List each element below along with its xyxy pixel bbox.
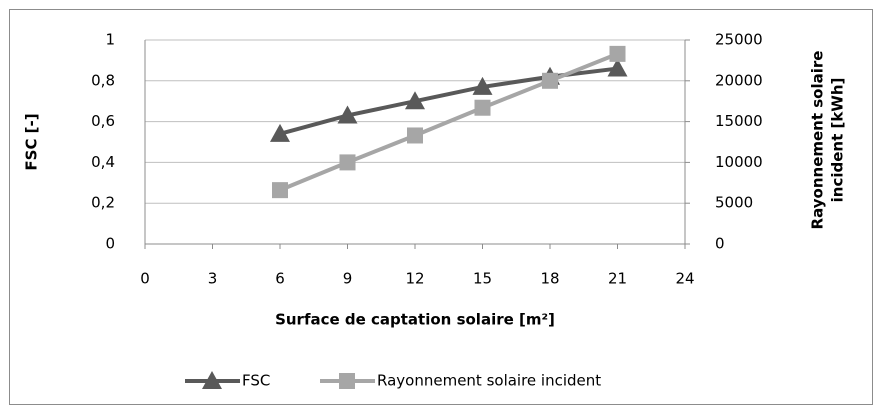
marker: [609, 45, 626, 62]
y2-axis-label: incident [kWh]: [829, 78, 847, 203]
x-tick-label: 18: [540, 270, 559, 288]
y-tick-label: 0,4: [91, 153, 115, 171]
y-tick-label: 0,8: [91, 71, 115, 89]
marker: [202, 371, 222, 389]
x-tick-label: 9: [343, 270, 353, 288]
x-tick-label: 3: [208, 270, 218, 288]
y-tick-label: 1: [105, 31, 115, 49]
marker: [542, 72, 558, 89]
marker: [339, 154, 356, 171]
series-line: [279, 52, 619, 192]
marker: [337, 105, 358, 124]
y2-tick-label: 20000: [715, 71, 763, 89]
y2-axis-label: Rayonnement solaire: [809, 51, 827, 230]
y2-tick-label: 0: [715, 235, 725, 253]
chart-frame: [9, 9, 873, 405]
x-tick-label: 12: [405, 270, 424, 288]
marker: [270, 123, 290, 142]
y2-tick-label: 15000: [715, 112, 763, 130]
marker: [272, 182, 288, 199]
x-axis-label: Surface de captation solaire [m²]: [275, 311, 555, 329]
legend-label: Rayonnement solaire incident: [377, 372, 601, 390]
marker: [474, 99, 491, 116]
x-tick-label: 0: [140, 270, 150, 288]
marker: [607, 58, 628, 77]
x-tick-label: 15: [473, 270, 492, 288]
y2-tick-label: 10000: [715, 153, 763, 171]
x-tick-label: 24: [675, 270, 694, 288]
x-tick-label: 21: [608, 270, 627, 288]
x-tick-label: 6: [275, 270, 285, 288]
marker: [405, 91, 425, 110]
y-tick-label: 0,2: [91, 194, 115, 212]
y-tick-label: 0,6: [91, 112, 115, 130]
y2-tick-label: 25000: [715, 31, 763, 49]
y-tick-label: 0: [105, 235, 115, 253]
marker: [407, 127, 423, 144]
marker: [339, 373, 355, 389]
marker: [472, 76, 493, 95]
legend-label: FSC: [242, 372, 270, 390]
y-axis-label: FSC [-]: [23, 113, 41, 170]
y2-tick-label: 5000: [715, 194, 753, 212]
